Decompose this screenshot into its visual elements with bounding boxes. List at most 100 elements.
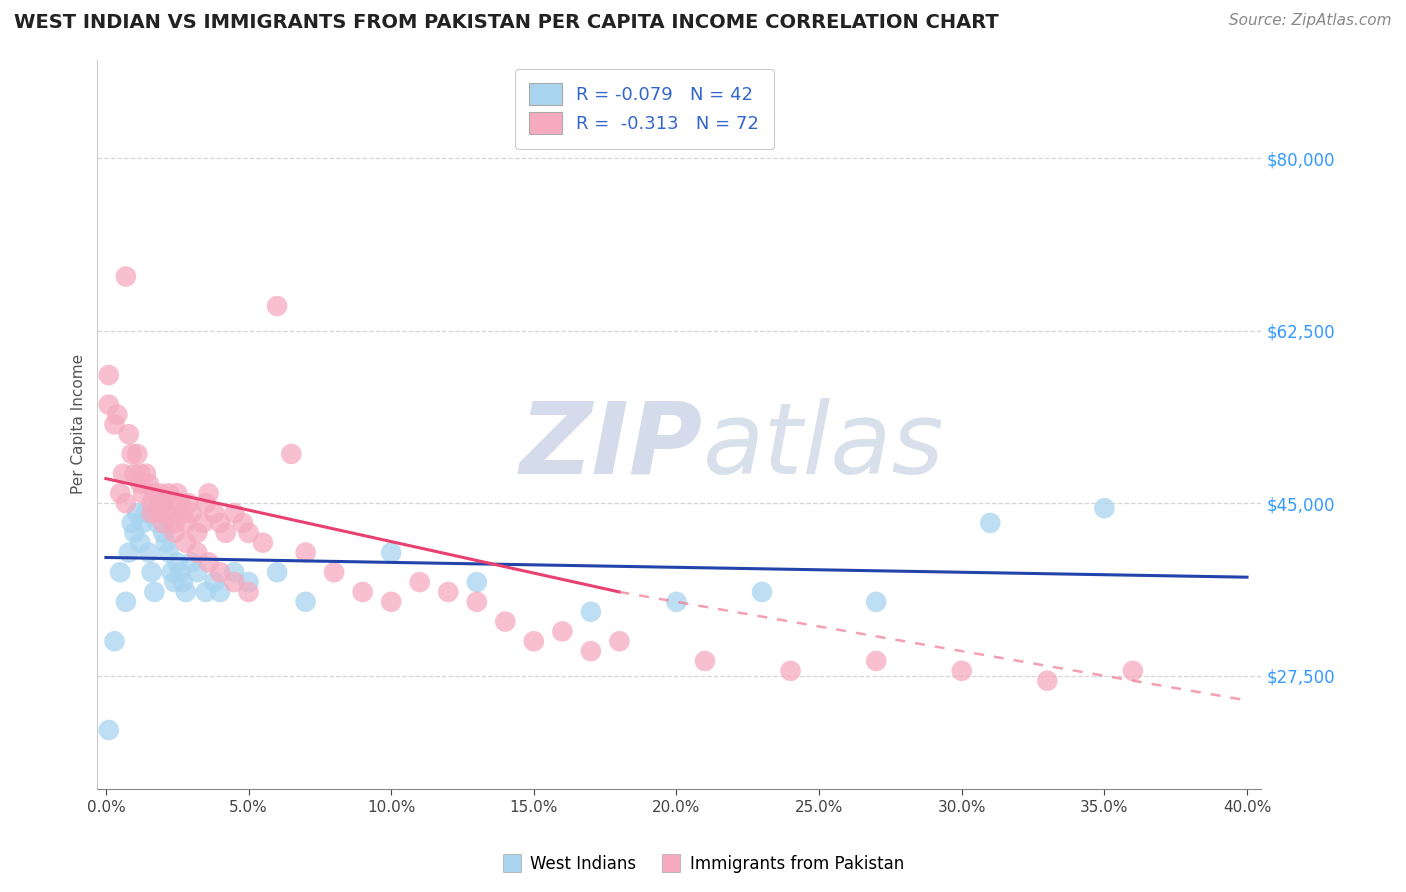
Point <box>579 605 602 619</box>
Point <box>127 447 149 461</box>
Point <box>751 585 773 599</box>
Point <box>1092 501 1115 516</box>
Point <box>252 535 274 549</box>
Point <box>149 486 172 500</box>
Point <box>280 447 302 461</box>
Point <box>294 595 316 609</box>
Point <box>693 654 716 668</box>
Point <box>215 525 238 540</box>
Legend: West Indians, Immigrants from Pakistan: West Indians, Immigrants from Pakistan <box>495 848 911 880</box>
Point <box>266 299 288 313</box>
Point <box>579 644 602 658</box>
Point <box>152 516 174 530</box>
Point <box>202 575 225 590</box>
Point <box>143 486 166 500</box>
Point <box>155 535 177 549</box>
Point <box>380 545 402 559</box>
Point <box>191 516 214 530</box>
Point <box>194 585 217 599</box>
Point <box>523 634 546 648</box>
Point <box>152 525 174 540</box>
Point <box>118 545 141 559</box>
Point <box>160 566 183 580</box>
Point <box>163 516 186 530</box>
Point <box>160 506 183 520</box>
Point <box>138 476 160 491</box>
Point <box>146 506 169 520</box>
Point <box>352 585 374 599</box>
Point <box>97 368 120 382</box>
Point <box>166 555 188 569</box>
Point <box>950 664 973 678</box>
Point <box>152 496 174 510</box>
Point <box>143 585 166 599</box>
Point <box>208 585 231 599</box>
Point <box>163 575 186 590</box>
Point <box>437 585 460 599</box>
Point <box>186 566 208 580</box>
Point <box>208 566 231 580</box>
Point <box>1122 664 1144 678</box>
Point <box>551 624 574 639</box>
Point <box>155 506 177 520</box>
Point <box>115 269 138 284</box>
Point <box>129 535 152 549</box>
Point <box>121 447 143 461</box>
Point <box>124 467 146 481</box>
Point <box>174 585 197 599</box>
Point <box>115 595 138 609</box>
Point <box>157 545 180 559</box>
Point <box>266 566 288 580</box>
Point <box>103 417 125 432</box>
Point <box>166 486 188 500</box>
Point <box>494 615 516 629</box>
Point <box>238 575 260 590</box>
Point <box>197 555 219 569</box>
Point <box>135 506 157 520</box>
Point <box>465 575 488 590</box>
Y-axis label: Per Capita Income: Per Capita Income <box>72 354 86 494</box>
Point <box>865 595 887 609</box>
Point <box>132 486 155 500</box>
Point <box>129 467 152 481</box>
Point <box>1036 673 1059 688</box>
Point <box>118 427 141 442</box>
Point <box>465 595 488 609</box>
Point <box>112 467 135 481</box>
Point <box>180 506 202 520</box>
Point <box>174 516 197 530</box>
Text: Source: ZipAtlas.com: Source: ZipAtlas.com <box>1229 13 1392 29</box>
Text: atlas: atlas <box>703 398 945 495</box>
Point <box>979 516 1001 530</box>
Point <box>865 654 887 668</box>
Point <box>146 516 169 530</box>
Point <box>138 545 160 559</box>
Point <box>121 516 143 530</box>
Point <box>97 398 120 412</box>
Point <box>380 595 402 609</box>
Point <box>163 525 186 540</box>
Point <box>172 575 194 590</box>
Point <box>141 566 163 580</box>
Point <box>103 634 125 648</box>
Point <box>177 496 200 510</box>
Point <box>224 575 246 590</box>
Point <box>174 535 197 549</box>
Point <box>238 525 260 540</box>
Point <box>127 506 149 520</box>
Point <box>108 486 131 500</box>
Point <box>132 516 155 530</box>
Point <box>169 496 191 510</box>
Point <box>141 496 163 510</box>
Point <box>172 506 194 520</box>
Point <box>665 595 688 609</box>
Text: WEST INDIAN VS IMMIGRANTS FROM PAKISTAN PER CAPITA INCOME CORRELATION CHART: WEST INDIAN VS IMMIGRANTS FROM PAKISTAN … <box>14 13 998 32</box>
Point <box>197 486 219 500</box>
Point <box>194 496 217 510</box>
Point <box>108 566 131 580</box>
Point <box>186 545 208 559</box>
Point <box>186 525 208 540</box>
Point <box>124 525 146 540</box>
Point <box>238 585 260 599</box>
Point <box>180 555 202 569</box>
